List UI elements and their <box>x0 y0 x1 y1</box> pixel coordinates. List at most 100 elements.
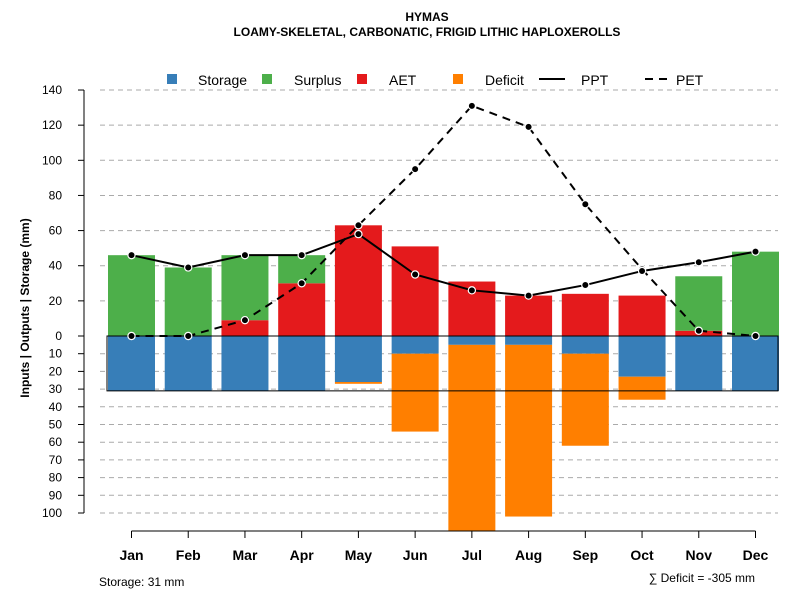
storage-bar <box>618 336 666 377</box>
month-label: Aug <box>515 547 542 563</box>
y-tick-label: 90 <box>49 488 63 502</box>
pet-point <box>467 101 477 111</box>
legend-label: Deficit <box>485 72 524 88</box>
y-axis: 0 20 40 60 80 100 120 140 10 20 30 40 50 60 70 80 90 100 <box>42 83 85 520</box>
ppt-point <box>581 280 590 290</box>
aet-bar <box>561 293 609 336</box>
storage-bar <box>561 336 609 354</box>
legend-label: Storage <box>198 72 247 88</box>
deficit-bar <box>448 344 496 531</box>
y-tick-label: 100 <box>42 153 62 167</box>
bars <box>108 225 779 531</box>
y-tick-label: 120 <box>42 118 62 132</box>
aet-bar <box>391 246 439 336</box>
gridlines <box>100 89 778 514</box>
surplus-bar <box>278 255 326 284</box>
month-label: Oct <box>630 547 654 563</box>
month-label: Apr <box>290 547 315 563</box>
ppt-point <box>240 250 250 260</box>
deficit-bar <box>561 353 609 446</box>
y-tick-label: 40 <box>49 259 63 273</box>
ppt-line <box>131 232 756 297</box>
legend-label: AET <box>389 72 417 88</box>
pet-point <box>751 331 760 341</box>
y-tick-label: 20 <box>49 294 63 308</box>
surplus-bar <box>164 267 212 336</box>
x-axis: Jan Feb Mar Apr May Jun Jul Aug Sep Oct Nov Dec <box>119 530 769 563</box>
y-tick-label: 50 <box>49 418 63 432</box>
ppt-point <box>524 291 533 300</box>
ppt-point <box>127 250 136 260</box>
deficit-footnote: ∑ Deficit = -305 mm <box>649 571 755 585</box>
pet-point <box>581 200 590 209</box>
month-label: Mar <box>233 547 258 563</box>
y-tick-label: 60 <box>49 224 63 238</box>
storage-bar <box>391 336 439 354</box>
month-label: Jul <box>462 547 482 563</box>
storage-bar <box>221 336 269 391</box>
deficit-bar <box>618 376 666 400</box>
ppt-point <box>184 263 193 272</box>
chart-subtitle: LOAMY-SKELETAL, CARBONATIC, FRIGID LITHI… <box>234 25 621 39</box>
pet-point <box>240 315 250 325</box>
deficit-bar <box>391 353 439 432</box>
chart-title: HYMAS <box>405 10 448 24</box>
pet-point <box>297 279 306 288</box>
month-label: Sep <box>572 547 598 563</box>
y-tick-label: 80 <box>49 188 63 202</box>
y-tick-label: 20 <box>49 364 63 378</box>
y-tick-label: 100 <box>42 506 62 520</box>
aet-bar <box>618 295 666 336</box>
aet-bar <box>505 295 553 336</box>
month-label: Nov <box>686 547 713 563</box>
month-label: May <box>345 547 372 563</box>
storage-capacity-box <box>106 335 779 392</box>
legend-swatch <box>167 74 177 84</box>
pet-point <box>524 122 533 132</box>
month-label: Feb <box>176 547 201 563</box>
surplus-bar <box>675 276 723 331</box>
legend-label: PPT <box>581 72 609 88</box>
ppt-point <box>354 229 363 239</box>
storage-bar <box>278 336 326 391</box>
y-tick-label: 70 <box>49 453 63 467</box>
pet-line <box>131 104 756 337</box>
storage-bar <box>108 336 155 391</box>
storage-frame <box>106 335 779 392</box>
ppt-point <box>751 247 760 256</box>
storage-bar <box>675 336 723 391</box>
storage-bar <box>505 336 553 345</box>
surplus-bar <box>221 255 269 321</box>
y-tick-label: 10 <box>49 347 63 361</box>
ppt-point <box>297 250 306 260</box>
y-tick-label: 60 <box>49 435 63 449</box>
legend-swatch <box>453 74 463 84</box>
pet-point <box>354 221 363 230</box>
aet-bar <box>334 225 382 336</box>
pet-point <box>694 326 703 335</box>
aet-bar <box>278 283 326 336</box>
y-tick-label: 0 <box>55 329 62 343</box>
y-tick-label: 30 <box>49 382 63 396</box>
month-label: Jun <box>403 547 428 563</box>
storage-bar <box>164 336 212 391</box>
storage-bar <box>334 336 382 383</box>
pet-point <box>410 164 420 174</box>
pet-point <box>184 331 193 341</box>
chart-legend: Storage Surplus AET Deficit PPT PET <box>167 72 704 88</box>
ppt-point <box>637 266 647 276</box>
surplus-bar <box>108 255 155 336</box>
ppt-point <box>694 258 703 267</box>
legend-label: Surplus <box>294 72 341 88</box>
y-tick-label: 40 <box>49 400 63 414</box>
storage-bar <box>448 336 496 345</box>
pet-point <box>127 331 136 341</box>
storage-bar <box>732 336 779 391</box>
month-label: Dec <box>743 547 769 563</box>
y-tick-label: 80 <box>49 471 63 485</box>
ppt-point <box>410 270 420 279</box>
ppt-point <box>467 286 477 295</box>
y-axis-label: Inputs | Outputs | Storage (mm) <box>18 218 32 397</box>
legend-swatch <box>357 74 367 84</box>
